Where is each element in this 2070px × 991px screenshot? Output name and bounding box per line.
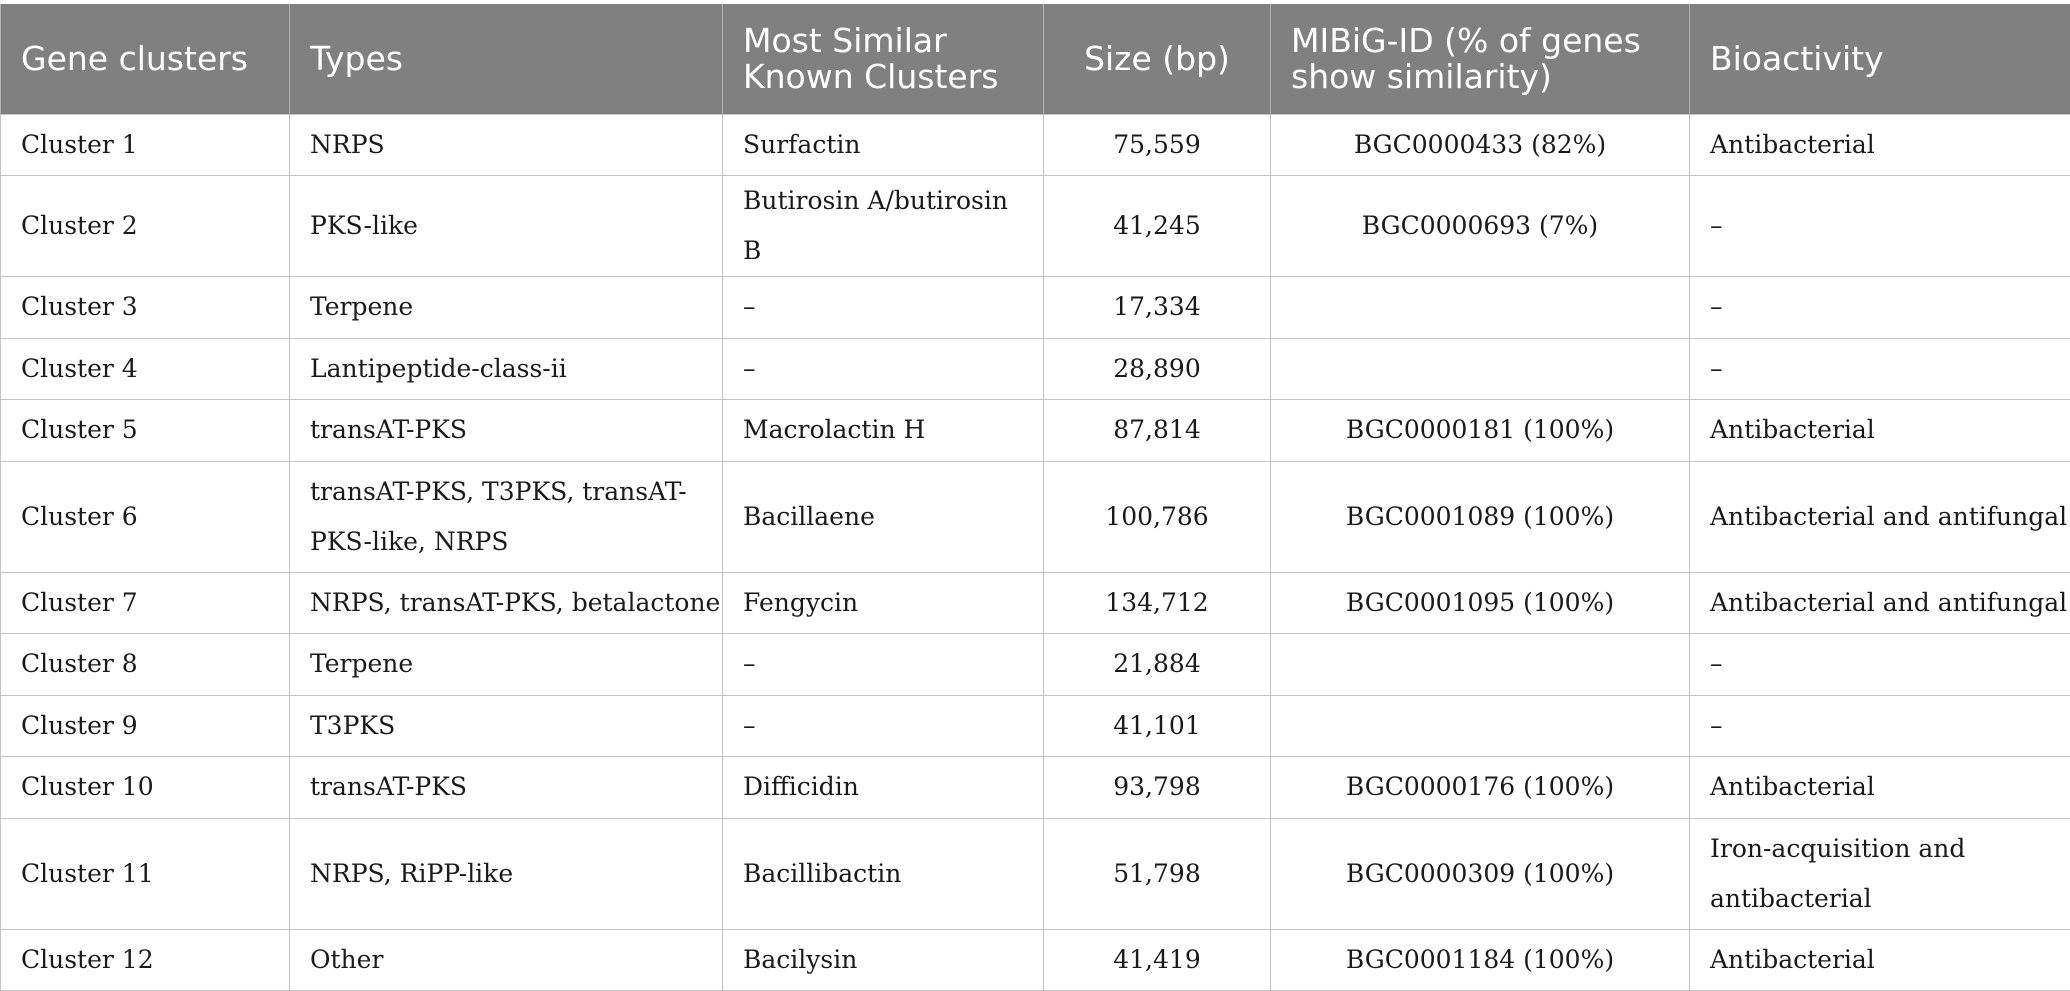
cell-types: T3PKS xyxy=(290,695,723,757)
cell-size: 134,712 xyxy=(1044,572,1271,634)
table-row: Cluster 11 NRPS, RiPP-like Bacillibactin… xyxy=(1,818,2070,929)
cell-similar: – xyxy=(723,277,1044,339)
cell-types: transAT-PKS xyxy=(290,757,723,819)
cell-types: NRPS, RiPP-like xyxy=(290,818,723,929)
cell-types: Lantipeptide-class-ii xyxy=(290,338,723,400)
cell-similar: Macrolactin H xyxy=(723,400,1044,462)
cell-size: 41,101 xyxy=(1044,695,1271,757)
cell-bioactivity: Antibacterial and antifungal xyxy=(1690,572,2070,634)
cell-similar: Fengycin xyxy=(723,572,1044,634)
cell-cluster: Cluster 6 xyxy=(1,461,290,572)
cell-cluster: Cluster 10 xyxy=(1,757,290,819)
table-row: Cluster 9 T3PKS – 41,101 – xyxy=(1,695,2070,757)
header-most-similar: Most Similar Known Clusters xyxy=(723,4,1044,114)
header-size: Size (bp) xyxy=(1044,4,1271,114)
table-body: Cluster 1 NRPS Surfactin 75,559 BGC00004… xyxy=(1,114,2070,991)
cell-bioactivity: – xyxy=(1690,695,2070,757)
table-row: Cluster 2 PKS-like Butirosin A/butirosin… xyxy=(1,176,2070,277)
cell-mibig: BGC0000693 (7%) xyxy=(1271,176,1690,277)
table-row: Cluster 1 NRPS Surfactin 75,559 BGC00004… xyxy=(1,114,2070,176)
table-row: Cluster 6 transAT-PKS, T3PKS, transAT-PK… xyxy=(1,461,2070,572)
cell-types: transAT-PKS, T3PKS, transAT-PKS-like, NR… xyxy=(290,461,723,572)
cell-mibig: BGC0000433 (82%) xyxy=(1271,114,1690,176)
cell-size: 28,890 xyxy=(1044,338,1271,400)
header-row: Gene clusters Types Most Similar Known C… xyxy=(1,4,2070,114)
cell-cluster: Cluster 2 xyxy=(1,176,290,277)
cell-similar: – xyxy=(723,634,1044,696)
cell-size: 41,245 xyxy=(1044,176,1271,277)
table-row: Cluster 7 NRPS, transAT-PKS, betalactone… xyxy=(1,572,2070,634)
cell-cluster: Cluster 3 xyxy=(1,277,290,339)
cell-cluster: Cluster 12 xyxy=(1,929,290,991)
cell-cluster: Cluster 8 xyxy=(1,634,290,696)
cell-bioactivity: Iron-acquisition and antibacterial xyxy=(1690,818,2070,929)
cell-mibig: BGC0001095 (100%) xyxy=(1271,572,1690,634)
cell-size: 100,786 xyxy=(1044,461,1271,572)
table-row: Cluster 8 Terpene – 21,884 – xyxy=(1,634,2070,696)
cell-cluster: Cluster 5 xyxy=(1,400,290,462)
cell-similar: Difficidin xyxy=(723,757,1044,819)
table-row: Cluster 3 Terpene – 17,334 – xyxy=(1,277,2070,339)
cell-types: Other xyxy=(290,929,723,991)
cell-bioactivity: Antibacterial xyxy=(1690,114,2070,176)
cell-mibig: BGC0000176 (100%) xyxy=(1271,757,1690,819)
cell-cluster: Cluster 11 xyxy=(1,818,290,929)
cell-similar: Bacillibactin xyxy=(723,818,1044,929)
cell-mibig xyxy=(1271,695,1690,757)
header-gene-clusters: Gene clusters xyxy=(1,4,290,114)
cell-cluster: Cluster 9 xyxy=(1,695,290,757)
cell-mibig xyxy=(1271,277,1690,339)
cell-size: 75,559 xyxy=(1044,114,1271,176)
cell-similar: Bacilysin xyxy=(723,929,1044,991)
header-types: Types xyxy=(290,4,723,114)
header-mibig: MIBiG-ID (% of genes show similarity) xyxy=(1271,4,1690,114)
cell-mibig: BGC0001089 (100%) xyxy=(1271,461,1690,572)
cell-bioactivity: – xyxy=(1690,634,2070,696)
cell-bioactivity: Antibacterial and antifungal xyxy=(1690,461,2070,572)
cell-mibig: BGC0000181 (100%) xyxy=(1271,400,1690,462)
cell-cluster: Cluster 4 xyxy=(1,338,290,400)
cell-bioactivity: Antibacterial xyxy=(1690,400,2070,462)
cell-cluster: Cluster 7 xyxy=(1,572,290,634)
cell-size: 41,419 xyxy=(1044,929,1271,991)
cell-size: 17,334 xyxy=(1044,277,1271,339)
cell-similar: – xyxy=(723,695,1044,757)
cell-mibig: BGC0001184 (100%) xyxy=(1271,929,1690,991)
cell-types: NRPS, transAT-PKS, betalactone xyxy=(290,572,723,634)
gene-cluster-table: Gene clusters Types Most Similar Known C… xyxy=(0,4,2070,991)
cell-types: Terpene xyxy=(290,634,723,696)
cell-mibig: BGC0000309 (100%) xyxy=(1271,818,1690,929)
cell-bioactivity: – xyxy=(1690,176,2070,277)
cell-similar: Bacillaene xyxy=(723,461,1044,572)
table-row: Cluster 10 transAT-PKS Difficidin 93,798… xyxy=(1,757,2070,819)
cell-types: Terpene xyxy=(290,277,723,339)
cell-bioactivity: – xyxy=(1690,277,2070,339)
cell-mibig xyxy=(1271,338,1690,400)
cell-cluster: Cluster 1 xyxy=(1,114,290,176)
header-bioactivity: Bioactivity xyxy=(1690,4,2070,114)
cell-size: 21,884 xyxy=(1044,634,1271,696)
cell-size: 93,798 xyxy=(1044,757,1271,819)
cell-size: 51,798 xyxy=(1044,818,1271,929)
cell-similar: Butirosin A/butirosin B xyxy=(723,176,1044,277)
cell-similar: – xyxy=(723,338,1044,400)
table-row: Cluster 12 Other Bacilysin 41,419 BGC000… xyxy=(1,929,2070,991)
cell-types: NRPS xyxy=(290,114,723,176)
table-row: Cluster 4 Lantipeptide-class-ii – 28,890… xyxy=(1,338,2070,400)
table-header: Gene clusters Types Most Similar Known C… xyxy=(1,4,2070,114)
table-row: Cluster 5 transAT-PKS Macrolactin H 87,8… xyxy=(1,400,2070,462)
cell-bioactivity: Antibacterial xyxy=(1690,929,2070,991)
cell-bioactivity: – xyxy=(1690,338,2070,400)
cell-bioactivity: Antibacterial xyxy=(1690,757,2070,819)
cell-types: PKS-like xyxy=(290,176,723,277)
cell-types: transAT-PKS xyxy=(290,400,723,462)
cell-size: 87,814 xyxy=(1044,400,1271,462)
cell-similar: Surfactin xyxy=(723,114,1044,176)
cell-mibig xyxy=(1271,634,1690,696)
